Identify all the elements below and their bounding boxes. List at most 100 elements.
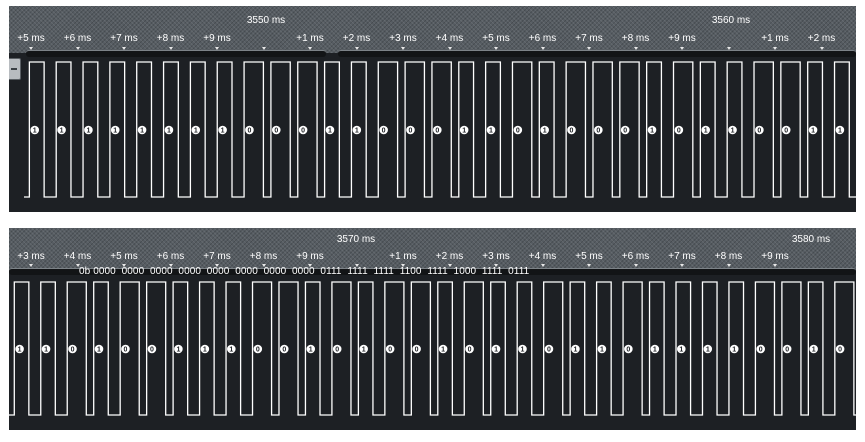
bit-marker[interactable]: 1 [57,125,66,135]
tick-marker [75,264,80,267]
bit-marker[interactable]: 0 [245,125,254,135]
tick-marker [75,47,80,50]
bit-marker[interactable]: 1 [809,344,818,354]
bit-marker[interactable]: 1 [227,344,236,354]
waveform-panel-bottom[interactable]: 3570 ms 3580 ms +3 ms +4 ms +5 ms +6 ms +7 m… [9,228,856,430]
bit-marker[interactable]: 1 [200,344,210,354]
bit-marker[interactable]: 1 [352,125,362,135]
bit-marker[interactable]: 1 [677,344,686,354]
bit-value-label: 1 [229,347,233,354]
bit-marker[interactable]: 0 [781,125,791,135]
bit-value-label: 0 [388,347,392,354]
bit-marker[interactable]: 0 [567,125,576,135]
bit-marker[interactable]: 1 [703,344,713,354]
bit-marker[interactable]: 1 [701,125,711,135]
bit-marker[interactable]: 1 [110,125,120,135]
tick-marker [122,264,126,267]
bit-marker[interactable]: 1 [164,125,174,135]
bit-marker[interactable]: 0 [298,125,308,135]
bit-marker[interactable]: 0 [406,125,415,135]
bit-marker[interactable]: 0 [755,125,764,135]
bit-marker[interactable]: 0 [835,344,845,354]
bit-marker[interactable]: 1 [728,125,737,135]
bit-marker[interactable]: 1 [518,344,527,354]
bit-marker[interactable]: 1 [540,125,549,135]
bit-marker[interactable]: 1 [325,125,335,135]
time-major-label: 3580 ms [791,234,831,245]
bit-marker[interactable]: 0 [624,344,633,354]
time-ruler[interactable] [9,228,856,270]
bit-marker[interactable]: 1 [597,344,607,354]
bit-marker[interactable]: 0 [465,344,474,354]
bit-marker[interactable]: 1 [808,125,818,135]
bit-value-label: 1 [194,128,198,135]
bit-marker[interactable]: 1 [41,344,51,354]
bit-value-label: 1 [731,128,735,135]
bit-marker[interactable]: 0 [513,125,523,135]
bit-marker[interactable]: 1 [218,125,227,135]
bit-marker[interactable]: 1 [571,344,580,354]
tick-marker [587,47,591,50]
bit-marker[interactable]: 1 [84,125,93,135]
bit-marker[interactable]: 0 [674,125,684,135]
bit-marker[interactable]: 0 [756,344,766,354]
bit-marker[interactable]: 1 [306,344,316,354]
waveform-panel-top[interactable]: 3550 ms 3560 ms +5 ms +6 ms +7 ms +8 ms +9 m… [9,6,856,212]
tick-marker [261,47,266,50]
time-tick-label: +6 ms [528,33,557,44]
tick-marker [680,264,684,267]
bit-marker[interactable]: 0 [147,344,157,354]
tick-marker [122,47,126,50]
bit-marker[interactable]: 1 [94,344,104,354]
scrollbar-segment[interactable] [338,50,856,57]
bit-marker[interactable]: 0 [379,125,388,135]
bit-marker[interactable]: 0 [412,344,421,354]
bit-marker[interactable]: 0 [544,344,554,354]
bit-marker[interactable]: 0 [332,344,342,354]
bit-marker[interactable]: 1 [359,344,368,354]
bit-marker[interactable]: 0 [68,344,77,354]
bit-marker[interactable]: 1 [459,125,469,135]
bit-marker[interactable]: 0 [433,125,442,135]
bit-value-label: 0 [124,347,128,354]
bit-marker[interactable]: 0 [121,344,130,354]
bit-marker[interactable]: 0 [385,344,395,354]
tick-marker [29,264,33,267]
bit-marker[interactable]: 1 [191,125,201,135]
bit-marker[interactable]: 1 [835,125,845,135]
tick-marker [494,264,498,267]
bit-marker[interactable]: 1 [137,125,147,135]
scrollbar-segment[interactable] [9,268,856,275]
bit-marker[interactable]: 1 [486,125,496,135]
bit-marker[interactable]: 1 [650,344,660,354]
bit-marker[interactable]: 1 [647,125,657,135]
bit-marker[interactable]: 0 [594,125,603,135]
bit-marker[interactable]: 1 [174,344,183,354]
tick-marker [494,47,498,50]
bit-value-label: 0 [623,128,627,135]
bit-marker[interactable]: 1 [15,344,24,354]
bit-value-label: 1 [650,128,654,135]
bit-value-label: 1 [309,347,313,354]
bit-value-label: 1 [18,347,22,354]
bit-value-label: 1 [704,128,708,135]
time-ruler[interactable] [9,6,856,53]
bit-marker[interactable]: 1 [438,344,448,354]
collapse-button[interactable] [9,58,21,80]
bit-value-label: 1 [812,347,816,354]
bit-marker[interactable]: 0 [271,125,281,135]
time-tick-label: +8 ms [714,251,743,262]
bit-marker[interactable]: 0 [253,344,263,354]
scrollbar-segment[interactable] [26,50,326,57]
bit-marker[interactable]: 0 [620,125,630,135]
bit-marker[interactable]: 1 [491,344,501,354]
time-tick-label: +2 ms [807,33,836,44]
bit-value-label: 1 [462,128,466,135]
bit-marker[interactable]: 1 [729,344,739,354]
time-tick-label: +7 ms [203,251,231,262]
bit-marker[interactable]: 1 [30,125,40,135]
bit-value-label: 0 [256,347,260,354]
bit-marker[interactable]: 0 [782,344,792,354]
bit-marker[interactable]: 0 [279,344,289,354]
tick-marker [633,264,638,267]
